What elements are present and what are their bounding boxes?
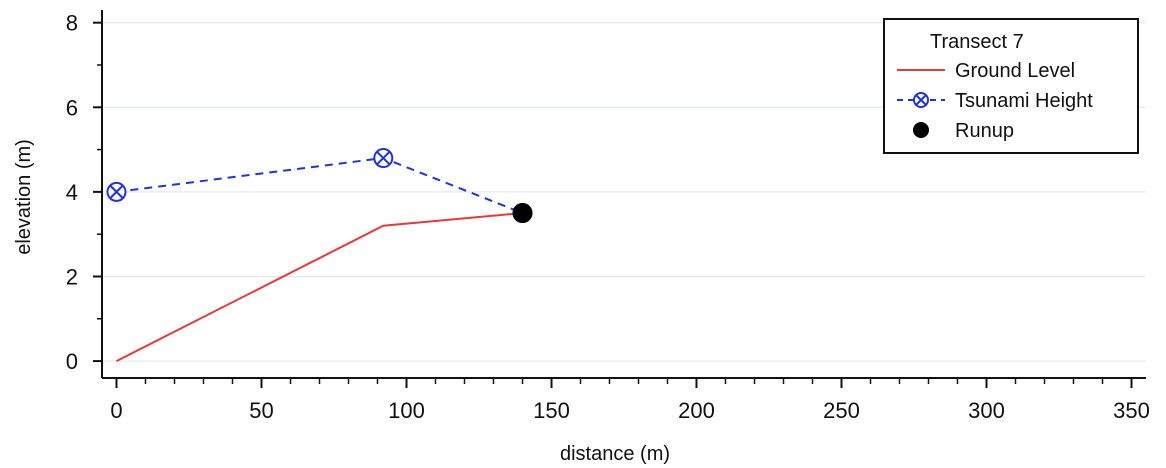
x-tick-label: 50 [249,398,273,423]
data-point-tsunami-height [373,148,394,169]
plot-area [106,148,533,362]
x-tick-label: 250 [823,398,860,423]
y-tick-label: 0 [66,349,78,374]
x-tick-label: 300 [968,398,1005,423]
x-axis-title: distance (m) [560,443,670,465]
legend-marker-tsunami-height [913,92,929,108]
series-line-tsunami-height [116,157,523,214]
marker-cross [376,151,391,165]
legend-label-ground-level: Ground Level [955,60,1075,82]
data-point-tsunami-height [106,181,127,202]
y-tick-label: 4 [66,180,78,205]
legend-marker-runup [913,122,929,138]
axes: 0 2 4 6 8 0 50 100 150 200 250 300 350 [66,10,1150,423]
series-line-ground-level [116,212,523,362]
legend-title: Transect 7 [930,31,1024,53]
legend-label-tsunami-height: Tsunami Height [955,90,1093,112]
data-point-runup [512,203,533,224]
y-axis-title: elevation (m) [13,139,35,255]
y-tick-label: 6 [66,95,78,120]
x-tick-label: 200 [678,398,715,423]
legend: Transect 7 Ground Level Tsunami Height R… [883,18,1139,154]
y-tick-label: 2 [66,264,78,289]
marker-cross [109,185,124,199]
x-tick-label: 0 [110,398,122,423]
x-tick-label: 150 [533,398,570,423]
x-tick-label: 350 [1113,398,1150,423]
legend-label-runup: Runup [955,120,1014,142]
x-tick-label: 100 [388,398,425,423]
y-tick-label: 8 [66,11,78,36]
